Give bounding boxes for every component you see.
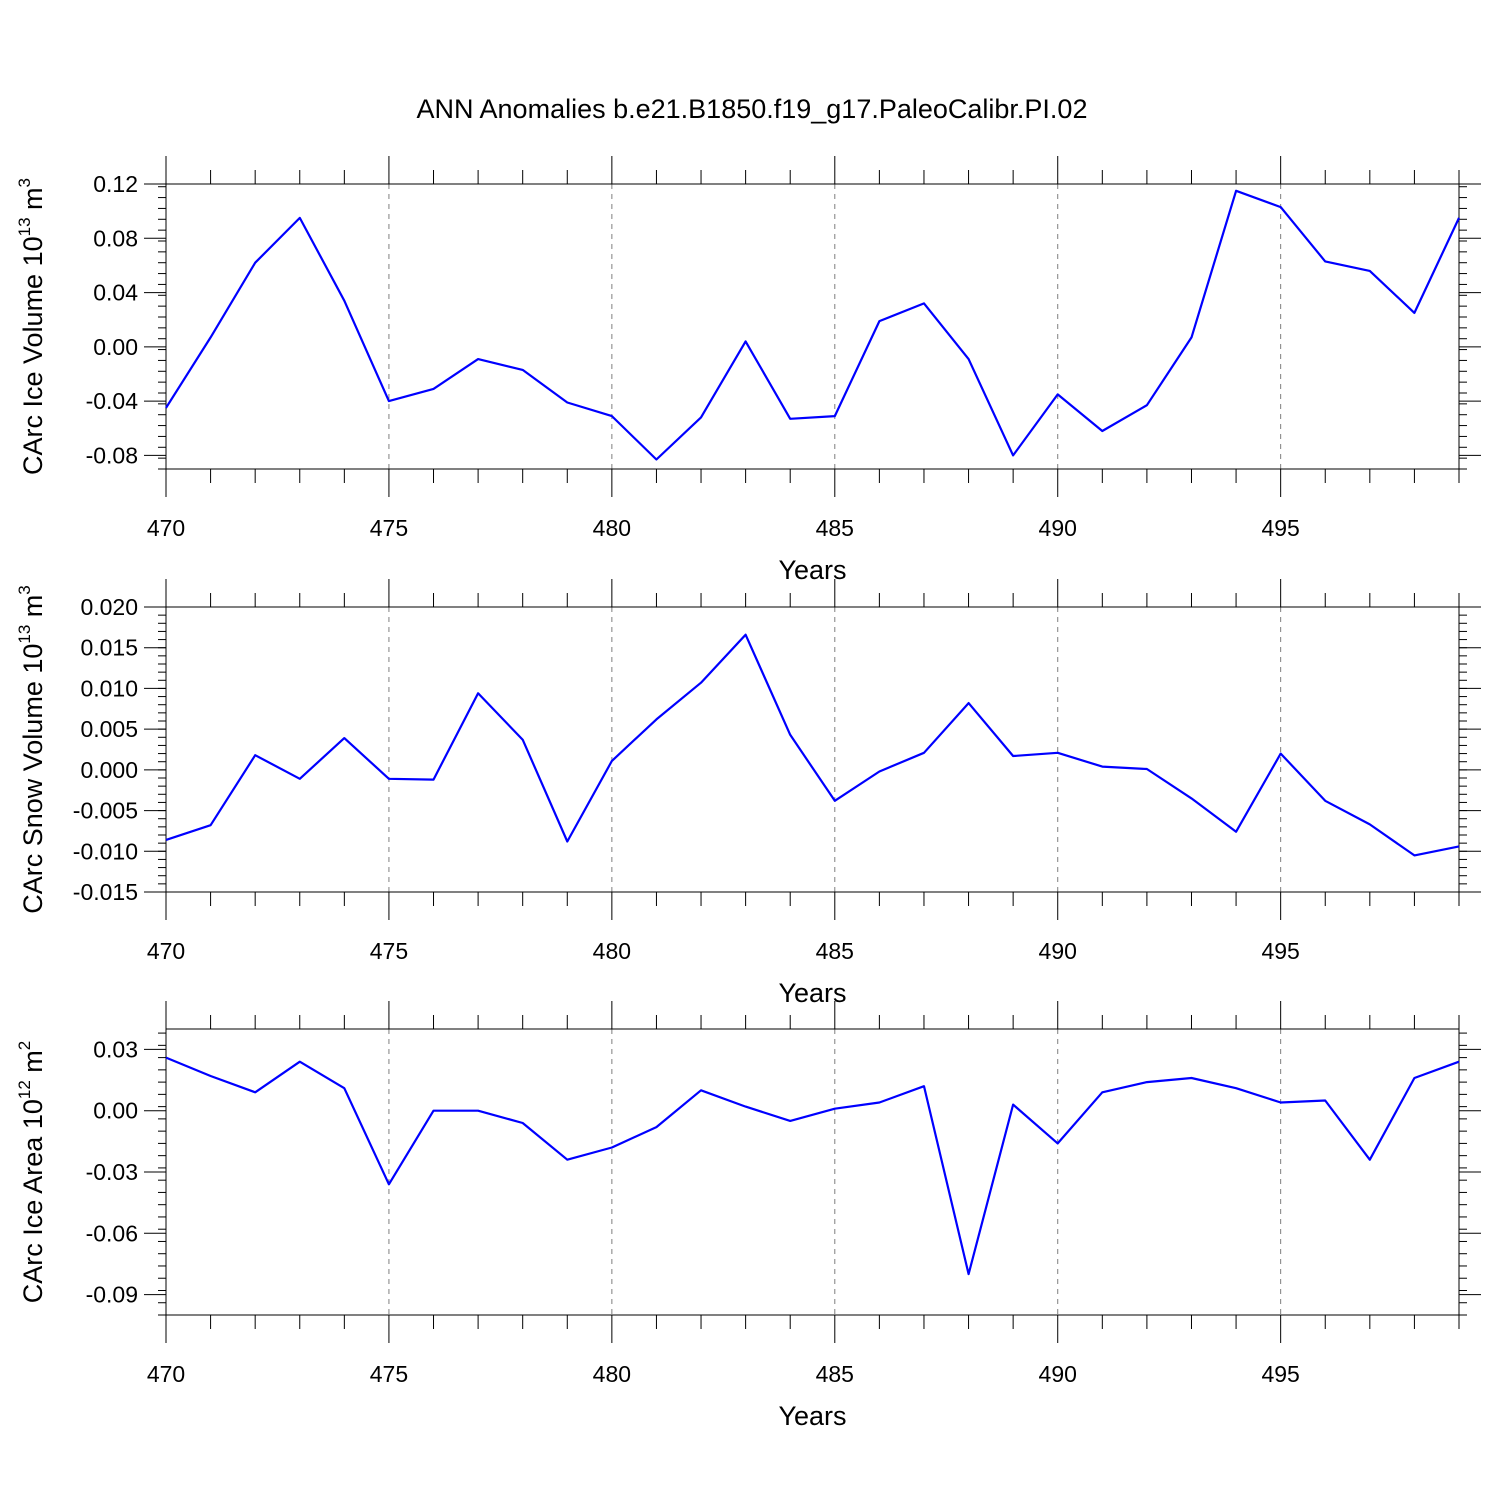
y-tick-label: 0.000 [80, 757, 138, 783]
panels: -0.08 -0.04 0.00 0.04 0.08 0.12 470 475 480 485 49… [15, 156, 1481, 1431]
y-tick-label: -0.015 [73, 879, 138, 905]
x-tick-label: 470 [147, 515, 185, 541]
y-axis-title-base: CArc Snow Volume 10 [18, 644, 48, 914]
chart-panel-1: -0.08 -0.04 0.00 0.04 0.08 0.12 470 475 480 485 49… [15, 156, 1481, 585]
y-axis-title: CArc Ice Area 1012 m2 [15, 1041, 48, 1304]
y-tick-label: -0.005 [73, 798, 138, 824]
x-tick-label: 490 [1039, 1361, 1077, 1387]
plot-frame [165, 183, 1460, 470]
y-tick-label: 0.00 [93, 334, 138, 360]
chart-panel-2: -0.015 -0.010 -0.005 0.000 0.005 0.010 0.015 0.… [15, 579, 1481, 1008]
y-tick-label: 0.03 [93, 1036, 138, 1062]
x-tick-label: 490 [1039, 515, 1077, 541]
x-axis-title: Years [778, 1401, 846, 1431]
y-tick-label: 0.12 [93, 171, 138, 197]
plot-frame [165, 1028, 1460, 1316]
x-tick-label: 470 [147, 938, 185, 964]
x-tick-label: 480 [593, 938, 631, 964]
series-line [165, 633, 1460, 857]
y-tick-label: -0.09 [86, 1282, 138, 1308]
y-axis-title-exponent: 13 [15, 625, 34, 644]
y-axis-title-exponent: 12 [15, 1080, 34, 1099]
series-line [165, 1056, 1460, 1276]
x-axis-title: Years [778, 555, 846, 585]
y-axis-title-unit-exponent: 2 [15, 1041, 34, 1050]
y-axis-title-base: CArc Ice Volume 10 [18, 236, 48, 475]
x-tick-label: 480 [593, 1361, 631, 1387]
y-tick-label: 0.00 [93, 1098, 138, 1124]
y-tick-label: -0.03 [86, 1159, 138, 1185]
x-tick-label: 485 [816, 1361, 854, 1387]
y-axis-title-unit-exponent: 3 [15, 585, 34, 594]
y-axis-title: CArc Snow Volume 1013 m3 [15, 585, 48, 914]
y-tick-label: -0.08 [86, 442, 138, 468]
y-tick-label: -0.04 [86, 388, 139, 414]
x-axis-title: Years [778, 978, 846, 1008]
x-tick-label: 490 [1039, 938, 1077, 964]
figure-title: ANN Anomalies b.e21.B1850.f19_g17.PaleoC… [417, 94, 1088, 124]
y-axis-title: CArc Ice Volume 1013 m3 [15, 178, 48, 475]
x-tick-label: 495 [1261, 938, 1299, 964]
x-tick-label: 495 [1261, 515, 1299, 541]
x-tick-label: 495 [1261, 1361, 1299, 1387]
series-line [165, 189, 1460, 461]
chart-panel-3: -0.09 -0.06 -0.03 0.00 0.03 470 475 480 485 490 49… [15, 1001, 1481, 1431]
x-tick-label: 470 [147, 1361, 185, 1387]
y-tick-label: 0.020 [80, 594, 138, 620]
plot-frame [165, 606, 1460, 893]
x-tick-label: 475 [370, 1361, 408, 1387]
y-axis-title-unit: m [18, 595, 48, 625]
y-tick-label: -0.010 [73, 838, 138, 864]
y-tick-label: 0.005 [80, 716, 138, 742]
y-tick-label: 0.010 [80, 675, 138, 701]
y-tick-label: -0.06 [86, 1220, 138, 1246]
x-tick-label: 485 [816, 515, 854, 541]
y-tick-label: 0.08 [93, 225, 138, 251]
y-axis-title-unit: m [18, 187, 48, 217]
x-tick-label: 480 [593, 515, 631, 541]
y-axis-title-base: CArc Ice Area 10 [18, 1099, 48, 1303]
y-axis-title-unit: m [18, 1050, 48, 1080]
y-axis-title-exponent: 13 [15, 217, 34, 236]
x-tick-label: 485 [816, 938, 854, 964]
x-tick-label: 475 [370, 515, 408, 541]
y-axis-title-unit-exponent: 3 [15, 178, 34, 187]
x-tick-label: 475 [370, 938, 408, 964]
y-tick-label: 0.015 [80, 635, 138, 661]
y-tick-label: 0.04 [93, 280, 138, 306]
